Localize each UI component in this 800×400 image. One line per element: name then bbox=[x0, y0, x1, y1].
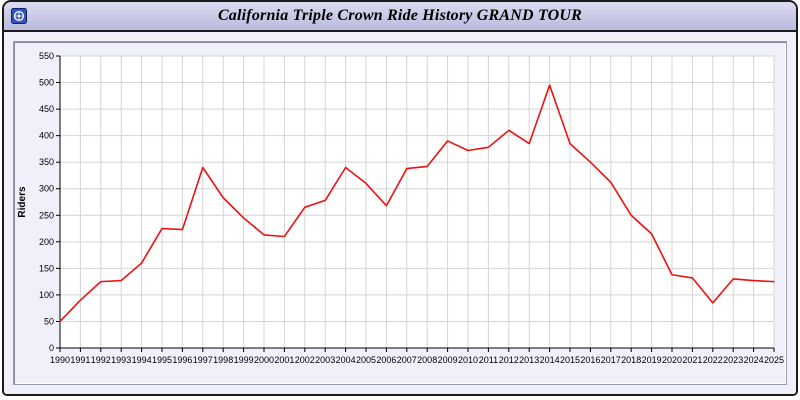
svg-text:2023: 2023 bbox=[723, 355, 743, 365]
svg-text:2005: 2005 bbox=[356, 355, 376, 365]
svg-text:2004: 2004 bbox=[336, 355, 356, 365]
svg-text:2020: 2020 bbox=[662, 355, 682, 365]
svg-text:2015: 2015 bbox=[560, 355, 580, 365]
svg-text:2018: 2018 bbox=[621, 355, 641, 365]
svg-text:2025: 2025 bbox=[764, 355, 784, 365]
svg-text:2019: 2019 bbox=[642, 355, 662, 365]
svg-text:1995: 1995 bbox=[152, 355, 172, 365]
svg-text:2006: 2006 bbox=[376, 355, 396, 365]
svg-text:2017: 2017 bbox=[601, 355, 621, 365]
svg-text:Riders: Riders bbox=[17, 186, 28, 218]
svg-text:500: 500 bbox=[39, 78, 54, 88]
svg-text:250: 250 bbox=[39, 210, 54, 220]
svg-text:550: 550 bbox=[39, 51, 54, 61]
svg-text:50: 50 bbox=[44, 316, 54, 326]
svg-text:1992: 1992 bbox=[91, 355, 111, 365]
svg-text:1998: 1998 bbox=[213, 355, 233, 365]
svg-text:200: 200 bbox=[39, 237, 54, 247]
svg-text:100: 100 bbox=[39, 290, 54, 300]
svg-text:2002: 2002 bbox=[295, 355, 315, 365]
svg-text:2010: 2010 bbox=[458, 355, 478, 365]
svg-text:350: 350 bbox=[39, 157, 54, 167]
window-content: 0 50 100 150 200 250 300 350 400 450 500 550 1990 199… bbox=[4, 32, 796, 394]
svg-text:2011: 2011 bbox=[479, 355, 498, 365]
svg-text:2014: 2014 bbox=[540, 355, 560, 365]
svg-text:1990: 1990 bbox=[50, 355, 70, 365]
svg-text:1991: 1991 bbox=[70, 355, 90, 365]
svg-text:2013: 2013 bbox=[519, 355, 539, 365]
svg-text:0: 0 bbox=[49, 343, 54, 353]
svg-text:2012: 2012 bbox=[499, 355, 519, 365]
title-bar[interactable]: California Triple Crown Ride History GRA… bbox=[4, 2, 796, 32]
svg-text:1996: 1996 bbox=[172, 355, 192, 365]
svg-text:2000: 2000 bbox=[254, 355, 274, 365]
app-icon bbox=[11, 8, 27, 24]
svg-text:150: 150 bbox=[39, 263, 54, 273]
svg-text:2003: 2003 bbox=[315, 355, 335, 365]
svg-text:2007: 2007 bbox=[397, 355, 417, 365]
svg-text:400: 400 bbox=[39, 131, 54, 141]
svg-text:300: 300 bbox=[39, 184, 54, 194]
chart-panel: 0 50 100 150 200 250 300 350 400 450 500 550 1990 199… bbox=[13, 41, 787, 385]
svg-text:450: 450 bbox=[39, 104, 54, 114]
svg-text:2008: 2008 bbox=[417, 355, 437, 365]
svg-text:1993: 1993 bbox=[111, 355, 131, 365]
svg-text:2021: 2021 bbox=[682, 355, 702, 365]
svg-text:2022: 2022 bbox=[703, 355, 723, 365]
svg-text:2001: 2001 bbox=[274, 355, 294, 365]
svg-text:1999: 1999 bbox=[234, 355, 254, 365]
svg-text:2009: 2009 bbox=[438, 355, 458, 365]
window-title: California Triple Crown Ride History GRA… bbox=[217, 7, 583, 24]
svg-text:1994: 1994 bbox=[132, 355, 152, 365]
svg-text:1997: 1997 bbox=[193, 355, 213, 365]
svg-text:2024: 2024 bbox=[744, 355, 764, 365]
svg-text:2016: 2016 bbox=[580, 355, 600, 365]
